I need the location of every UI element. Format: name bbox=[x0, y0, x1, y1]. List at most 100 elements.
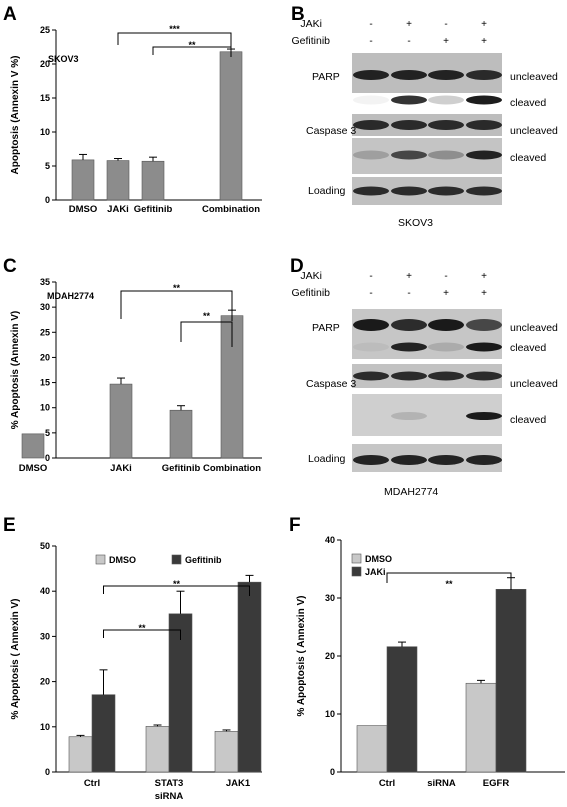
significance-bracket bbox=[386, 572, 512, 590]
significance-bracket bbox=[120, 290, 233, 321]
band-parp-cleaved bbox=[353, 342, 389, 352]
treatment-label-gefitinib: Gefitinib bbox=[291, 35, 330, 47]
chart-a: 0 5 10 15 20 25 Apoptosis (Annexin V %) DMSO JAK… bbox=[10, 24, 262, 215]
band-loading bbox=[428, 186, 464, 196]
panel-b-label: B bbox=[291, 4, 305, 25]
blot-d-cleaved-label-1: cleaved bbox=[510, 342, 546, 354]
category-label: Gefitinib bbox=[134, 204, 173, 215]
y-tick-label: 25 bbox=[40, 25, 50, 35]
band-parp-cleaved bbox=[353, 95, 389, 105]
y-tick-label: 10 bbox=[325, 709, 335, 719]
band-caspase-cleaved bbox=[391, 150, 427, 160]
y-tick-label: 40 bbox=[40, 586, 50, 596]
band-caspase-uncleaved bbox=[466, 120, 502, 130]
significance-stars: ** bbox=[173, 283, 181, 293]
blot-d-uncleaved-label-1: uncleaved bbox=[510, 322, 558, 334]
y-tick-label: 35 bbox=[40, 277, 50, 287]
blot-d-cleaved-label-2: cleaved bbox=[510, 414, 546, 426]
y-tick-label: 20 bbox=[40, 59, 50, 69]
panel-f-label: F bbox=[289, 515, 301, 536]
y-tick-label: 30 bbox=[40, 631, 50, 641]
band-parp-uncleaved bbox=[391, 70, 427, 80]
treatment-sign: - bbox=[444, 19, 447, 30]
legend-swatch bbox=[351, 566, 362, 577]
bar-dmso bbox=[465, 682, 497, 773]
blot-b-caspase3-label: Caspase 3 bbox=[306, 125, 356, 137]
band-caspase-uncleaved bbox=[428, 371, 464, 381]
treatment-sign: - bbox=[407, 288, 410, 299]
treatment-sign: - bbox=[369, 36, 372, 47]
y-tick-label: 30 bbox=[40, 302, 50, 312]
category-label: Combination bbox=[203, 463, 261, 474]
treatment-label-jaki: JAKi bbox=[300, 18, 322, 30]
treatment-sign: + bbox=[443, 288, 449, 299]
band-parp-uncleaved bbox=[428, 70, 464, 80]
treatment-sign: - bbox=[369, 19, 372, 30]
category-label: Ctrl bbox=[84, 778, 100, 789]
y-tick-label: 0 bbox=[45, 767, 50, 777]
band-parp-cleaved bbox=[466, 95, 502, 105]
band-caspase-uncleaved bbox=[391, 120, 427, 130]
blot-b-cleaved-label-1: cleaved bbox=[510, 97, 546, 109]
bar bbox=[21, 433, 45, 459]
blot-d-cell-line: MDAH2774 bbox=[384, 486, 438, 498]
band-loading bbox=[391, 455, 427, 465]
blot-b-uncleaved-label-2: uncleaved bbox=[510, 125, 558, 137]
chart-f: 0 10 20 30 40 % Apoptosis ( Annexin V) Ctrl EGF… bbox=[296, 535, 565, 789]
y-tick-label: 10 bbox=[40, 403, 50, 413]
bar-gefitinib bbox=[91, 694, 116, 773]
band-caspase-cleaved bbox=[466, 412, 502, 420]
band-loading bbox=[391, 186, 427, 196]
bar bbox=[169, 409, 193, 459]
treatment-sign: - bbox=[407, 36, 410, 47]
band-parp-uncleaved bbox=[466, 70, 502, 80]
legend: DMSO Gefitinib bbox=[95, 554, 222, 565]
y-tick-label: 5 bbox=[45, 428, 50, 438]
band-caspase-cleaved bbox=[391, 412, 427, 420]
bar-dmso bbox=[68, 736, 93, 773]
significance-bracket bbox=[117, 32, 232, 53]
treatment-label-jaki: JAKi bbox=[300, 270, 322, 282]
y-tick-label: 15 bbox=[40, 378, 50, 388]
legend-label: DMSO bbox=[365, 554, 392, 564]
blot-d-parp-membrane bbox=[352, 309, 502, 359]
category-label: DMSO bbox=[19, 463, 48, 474]
band-caspase-uncleaved bbox=[353, 120, 389, 130]
y-tick-label: 10 bbox=[40, 127, 50, 137]
y-tick-label: 30 bbox=[325, 593, 335, 603]
category-label: Ctrl bbox=[379, 778, 395, 789]
legend: DMSO JAKi bbox=[351, 553, 392, 577]
y-axis-label: % Apoptosis ( Annexin V) bbox=[296, 596, 307, 717]
treatment-sign: + bbox=[481, 19, 487, 30]
legend-label: JAKi bbox=[365, 567, 386, 577]
significance-bracket bbox=[152, 46, 232, 57]
significance-bracket bbox=[103, 629, 181, 640]
bar-dmso bbox=[356, 725, 388, 773]
bar-gefitinib bbox=[237, 581, 262, 773]
blot-b-parp-label: PARP bbox=[312, 71, 340, 83]
treatment-sign: - bbox=[444, 271, 447, 282]
category-label: JAKi bbox=[110, 463, 132, 474]
band-caspase-cleaved bbox=[428, 150, 464, 160]
treatment-sign: + bbox=[406, 271, 412, 282]
category-label: Combination bbox=[202, 204, 260, 215]
blot-b-cleaved-label-2: cleaved bbox=[510, 152, 546, 164]
blot-b-cell-line: SKOV3 bbox=[398, 217, 433, 229]
legend-label: DMSO bbox=[109, 555, 136, 565]
significance-stars: ** bbox=[445, 579, 453, 589]
band-caspase-cleaved bbox=[353, 150, 389, 160]
y-tick-label: 0 bbox=[330, 767, 335, 777]
band-loading bbox=[428, 455, 464, 465]
category-label: Gefitinib bbox=[162, 463, 201, 474]
bar bbox=[109, 383, 133, 459]
band-parp-uncleaved bbox=[466, 319, 502, 331]
band-parp-cleaved bbox=[428, 95, 464, 105]
category-label: STAT3 bbox=[155, 778, 184, 789]
bar bbox=[71, 159, 95, 201]
western-blot-b: JAKi Gefitinib - + - + - - + + PARP Caspase 3 L… bbox=[291, 18, 558, 229]
band-loading bbox=[466, 186, 502, 196]
y-tick-label: 50 bbox=[40, 541, 50, 551]
y-tick-label: 10 bbox=[40, 722, 50, 732]
bar-jaki bbox=[495, 588, 527, 773]
